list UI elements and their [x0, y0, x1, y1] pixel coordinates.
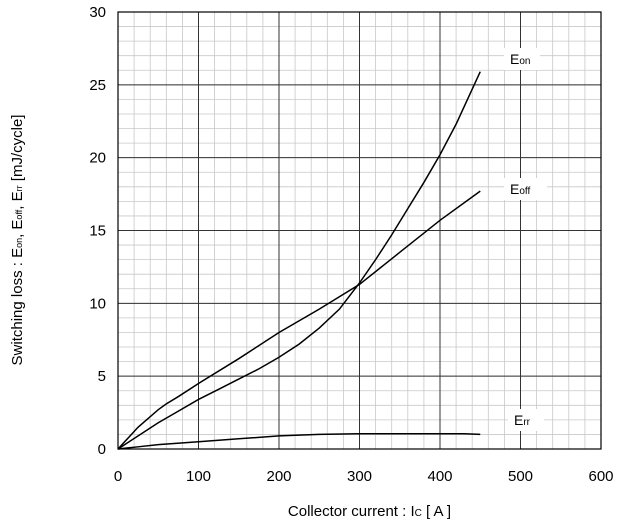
series-labels: Eon Eoff Err: [504, 48, 547, 431]
series-label-bg: [504, 48, 540, 70]
y-axis-title: Switching loss : Eon, Eoff, Err [mJ/cycl…: [9, 115, 26, 366]
series-line-e-on: [117, 71, 481, 450]
y-tick-label: 0: [98, 441, 106, 458]
y-tick-label: 20: [89, 150, 106, 167]
x-tick-labels: 0 100 200 300 400 500 600: [114, 468, 614, 485]
series-label-e-off: Eoff: [510, 181, 531, 197]
x-tick-label: 100: [186, 468, 211, 485]
x-tick-label: 500: [508, 468, 533, 485]
major-grid: [117, 11, 602, 450]
x-tick-label: 600: [588, 468, 613, 485]
y-tick-label: 10: [89, 295, 106, 312]
series-line-e-rr: [117, 432, 481, 450]
y-tick-label: 15: [89, 223, 106, 240]
series-label-bg: [504, 178, 547, 200]
y-tick-labels: 0 5 10 15 20 25 30: [89, 4, 106, 458]
series-label-e-on: Eon: [510, 51, 530, 67]
x-tick-label: 300: [347, 468, 372, 485]
plot-frame: [117, 11, 602, 450]
data-series: [117, 71, 481, 450]
series-label-e-rr: Err: [514, 412, 531, 428]
series-label-bg: [508, 409, 544, 431]
x-tick-label: 200: [266, 468, 291, 485]
y-tick-label: 5: [98, 368, 106, 385]
x-axis-title: Collector current : IC [ A ]: [288, 503, 451, 520]
y-tick-label: 30: [89, 4, 106, 21]
x-tick-label: 400: [427, 468, 452, 485]
x-tick-label: 0: [114, 468, 122, 485]
y-tick-label: 25: [89, 77, 106, 94]
series-line-e-off: [117, 190, 481, 450]
